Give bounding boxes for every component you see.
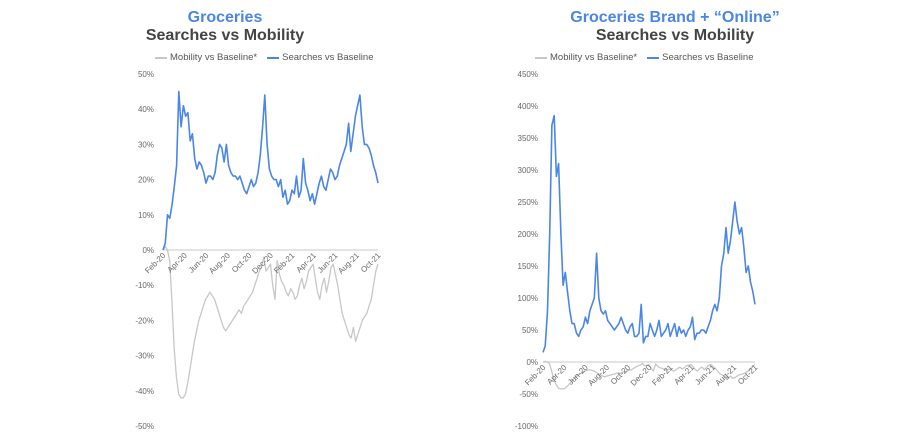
series-line-searches xyxy=(542,114,756,353)
y-tick-label: -30% xyxy=(135,352,154,361)
y-tick-label: -50% xyxy=(135,422,154,431)
series-line-mobility xyxy=(542,360,756,390)
x-tick-label: Aug-20 xyxy=(586,363,611,388)
y-tick-label: 50% xyxy=(138,70,154,79)
y-tick-label: 450% xyxy=(518,70,538,79)
y-tick-label: 250% xyxy=(518,198,538,207)
legend-item-mobility: Mobility vs Baseline* xyxy=(155,52,257,63)
legend-label-searches: Searches vs Baseline xyxy=(662,52,754,63)
y-tick-label: 50% xyxy=(522,326,538,335)
y-tick-label: 40% xyxy=(138,105,154,114)
chart-legend: Mobility vs Baseline* Searches vs Baseli… xyxy=(155,52,383,63)
legend-item-searches: Searches vs Baseline xyxy=(647,52,753,63)
y-tick-label: 100% xyxy=(518,294,538,303)
y-tick-label: -10% xyxy=(135,281,154,290)
y-tick-label: 30% xyxy=(138,140,154,149)
x-tick-label: Aug-21 xyxy=(714,363,739,388)
y-tick-label: 350% xyxy=(518,134,538,143)
y-tick-label: 10% xyxy=(138,211,154,220)
x-tick-label: Dec-20 xyxy=(629,363,654,388)
chart-panel-groceries-brand-online: Groceries Brand + “Online” Searches vs M… xyxy=(450,0,900,440)
chart-title: Groceries xyxy=(187,9,263,26)
x-tick-label: Apr-20 xyxy=(545,363,569,387)
x-tick-label: Aug-20 xyxy=(207,251,232,276)
y-tick-label: 300% xyxy=(518,166,538,175)
y-tick-label: -50% xyxy=(519,390,538,399)
x-tick-label: Jun-20 xyxy=(187,251,211,275)
chart-panel-groceries: Groceries Searches vs Mobility Mobility … xyxy=(135,9,383,431)
y-tick-label: -20% xyxy=(135,316,154,325)
legend-label-mobility: Mobility vs Baseline* xyxy=(550,52,638,63)
legend-swatch-mobility xyxy=(155,56,167,59)
x-tick-label: Apr-20 xyxy=(166,251,190,275)
x-tick-label: Jun-20 xyxy=(566,363,590,387)
legend-swatch-searches xyxy=(647,56,660,59)
legend-item-mobility: Mobility vs Baseline* xyxy=(535,52,637,63)
y-tick-label: 0% xyxy=(142,246,154,255)
y-tick-label: 150% xyxy=(518,262,538,271)
line-chart-groceries-brand-online: 450% 400% 350% 300% 250% 200% 150% 100% 50% 0% -50… xyxy=(515,70,760,431)
y-tick-label: -40% xyxy=(135,387,154,396)
y-tick-label: 400% xyxy=(518,102,538,111)
x-tick-label: Jun-21 xyxy=(693,363,717,387)
chart-legend: Mobility vs Baseline* Searches vs Baseli… xyxy=(535,52,763,63)
y-tick-label: -100% xyxy=(515,422,538,431)
line-chart-groceries: 50% 40% 30% 20% 10% 0% -10% -20% -30% -40% -50% Feb… xyxy=(135,70,383,431)
legend-item-searches: Searches vs Baseline xyxy=(267,52,373,63)
y-tick-label: 0% xyxy=(526,358,538,367)
y-tick-label: 20% xyxy=(138,176,154,185)
x-tick-label: Feb-21 xyxy=(272,251,297,276)
y-tick-label: 200% xyxy=(518,230,538,239)
chart-subtitle: Searches vs Mobility xyxy=(595,27,755,44)
x-tick-label: Jun-21 xyxy=(316,251,340,275)
x-tick-label: Oct-20 xyxy=(230,251,254,275)
legend-label-searches: Searches vs Baseline xyxy=(282,52,374,63)
legend-swatch-mobility xyxy=(535,56,547,59)
series-line-mobility xyxy=(162,245,379,399)
x-tick-label: Feb-21 xyxy=(650,363,675,388)
x-tick-label: Aug-21 xyxy=(336,251,361,276)
series-line-searches xyxy=(162,90,379,251)
x-tick-label: Oct-21 xyxy=(359,251,383,275)
chart-subtitle: Searches vs Mobility xyxy=(145,27,305,44)
legend-label-mobility: Mobility vs Baseline* xyxy=(170,52,258,63)
chart-title: Groceries Brand + “Online” xyxy=(570,9,780,26)
legend-swatch-searches xyxy=(267,56,280,59)
